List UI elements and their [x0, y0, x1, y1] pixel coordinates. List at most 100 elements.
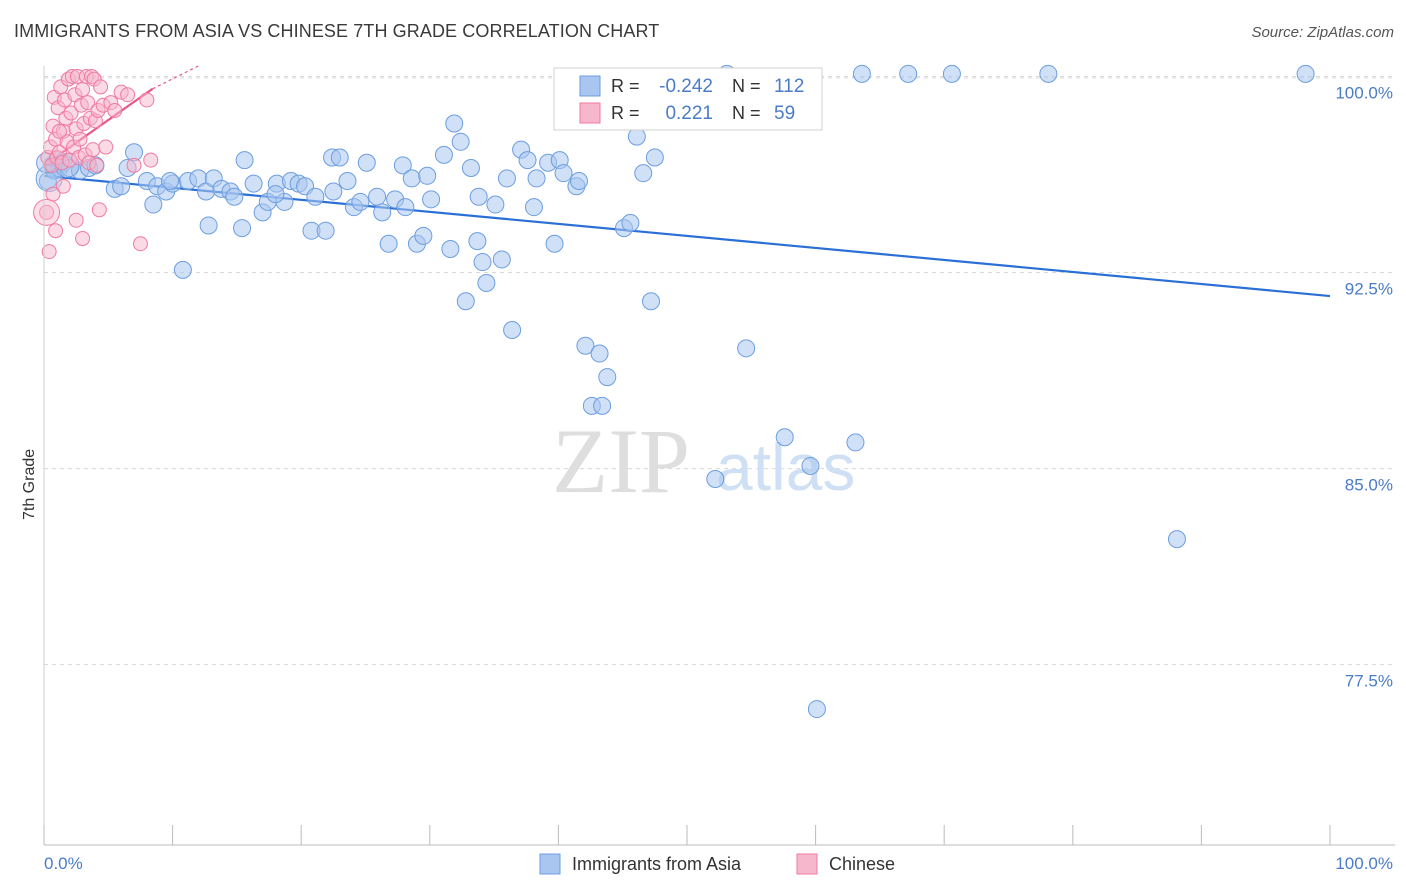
data-point-chinese: [91, 202, 107, 218]
legend-label-chinese: Chinese: [829, 854, 895, 874]
data-point-asia: [576, 336, 595, 355]
data-point-asia: [518, 151, 537, 170]
legend-swatch-pink: [579, 102, 601, 124]
data-point-chinese: [85, 142, 101, 158]
data-point-asia: [396, 198, 415, 217]
data-point-asia: [545, 234, 564, 253]
data-point-asia: [634, 164, 653, 183]
legend-r-label: R =: [611, 76, 640, 96]
data-point-asia: [316, 221, 335, 240]
data-point-asia: [899, 64, 918, 83]
data-point-asia: [434, 145, 453, 164]
data-point-asia: [173, 260, 192, 279]
data-point-asia: [569, 172, 588, 191]
data-point-chinese: [93, 79, 109, 95]
data-point-chinese: [41, 244, 57, 260]
data-point-chinese: [75, 231, 91, 247]
data-point-asia: [225, 187, 244, 206]
data-point-chinese: [139, 92, 155, 108]
data-point-chinese: [75, 82, 91, 98]
data-point-asia: [373, 203, 392, 222]
data-point-asia: [627, 127, 646, 146]
data-point-asia: [737, 339, 756, 358]
watermark: ZIP atlas: [552, 410, 855, 512]
data-point-asia: [621, 213, 640, 232]
stats-legend-box: R = -0.242 N = 112 R = 0.221 N = 59: [553, 67, 823, 131]
data-point-asia: [598, 368, 617, 387]
data-point-asia: [402, 169, 421, 188]
legend-swatch-chinese: [796, 853, 818, 875]
data-point-asia: [441, 239, 460, 258]
data-point-asia: [357, 153, 376, 172]
y-tick-label: 92.5%: [1345, 280, 1393, 299]
source-label: Source: ZipAtlas.com: [1251, 24, 1394, 41]
data-point-asia: [1039, 64, 1058, 83]
data-point-asia: [368, 187, 387, 206]
data-point-asia: [590, 344, 609, 363]
data-point-asia: [338, 172, 357, 191]
data-point-asia: [468, 232, 487, 251]
data-point-asia: [1167, 530, 1186, 549]
data-point-asia: [199, 216, 218, 235]
trendline-asia: [43, 174, 1331, 298]
data-point-chinese: [132, 236, 148, 252]
data-point-asia: [524, 198, 543, 217]
legend-r-value: -0.242: [659, 76, 713, 97]
data-point-asia: [161, 172, 180, 191]
data-point-asia: [393, 156, 412, 175]
data-point-asia: [461, 158, 480, 177]
data-point-asia: [641, 292, 660, 311]
bottom-legend: Immigrants from Asia Chinese: [539, 853, 895, 875]
data-point-asia: [486, 195, 505, 214]
chart-title: IMMIGRANTS FROM ASIA VS CHINESE 7TH GRAD…: [14, 21, 660, 41]
data-point-asia: [414, 226, 433, 245]
data-point-chinese: [48, 223, 64, 239]
data-point-asia: [379, 234, 398, 253]
y-tick-label: 77.5%: [1345, 672, 1393, 691]
data-point-asia: [422, 190, 441, 209]
data-point-chinese: [55, 178, 71, 194]
data-point-asia: [473, 253, 492, 272]
data-point-asia: [1296, 64, 1315, 83]
data-point-asia: [497, 169, 516, 188]
axes: 100.0% 92.5% 85.0% 77.5% 0.0% 100.0%: [43, 66, 1395, 873]
data-point-asia: [503, 321, 522, 340]
data-point-asia: [492, 250, 511, 269]
data-point-asia: [593, 396, 612, 415]
x-tick-label: 0.0%: [44, 854, 83, 873]
data-point-asia: [807, 700, 826, 719]
legend-n-label: N =: [732, 103, 761, 123]
legend-n-label: N =: [732, 76, 761, 96]
trendline-chinese-ext: [152, 65, 199, 90]
data-point-chinese: [80, 95, 96, 111]
legend-r-label: R =: [611, 103, 640, 123]
series-chinese: [33, 68, 159, 260]
data-point-asia: [706, 470, 725, 489]
data-point-chinese: [98, 139, 114, 155]
data-point-chinese: [39, 204, 55, 220]
data-point-chinese: [89, 157, 105, 173]
data-point-chinese: [51, 123, 67, 139]
data-point-asia: [306, 187, 325, 206]
y-tick-label: 100.0%: [1335, 83, 1393, 102]
data-point-asia: [324, 182, 343, 201]
data-point-asia: [801, 456, 820, 475]
data-point-asia: [330, 148, 349, 167]
watermark-zip: ZIP: [552, 410, 690, 512]
data-point-chinese: [143, 152, 159, 168]
data-point-asia: [456, 292, 475, 311]
data-point-asia: [351, 192, 370, 211]
data-point-asia: [852, 64, 871, 83]
legend-label-asia: Immigrants from Asia: [572, 854, 742, 874]
data-point-asia: [527, 169, 546, 188]
legend-n-value: 112: [774, 76, 804, 97]
data-point-asia: [144, 195, 163, 214]
data-point-chinese: [63, 105, 79, 121]
data-point-asia: [244, 174, 263, 193]
data-point-asia: [451, 132, 470, 151]
data-point-chinese: [107, 102, 123, 118]
data-point-chinese: [120, 87, 136, 103]
data-point-chinese: [68, 212, 84, 228]
legend-swatch-asia: [539, 853, 561, 875]
data-point-asia: [469, 187, 488, 206]
